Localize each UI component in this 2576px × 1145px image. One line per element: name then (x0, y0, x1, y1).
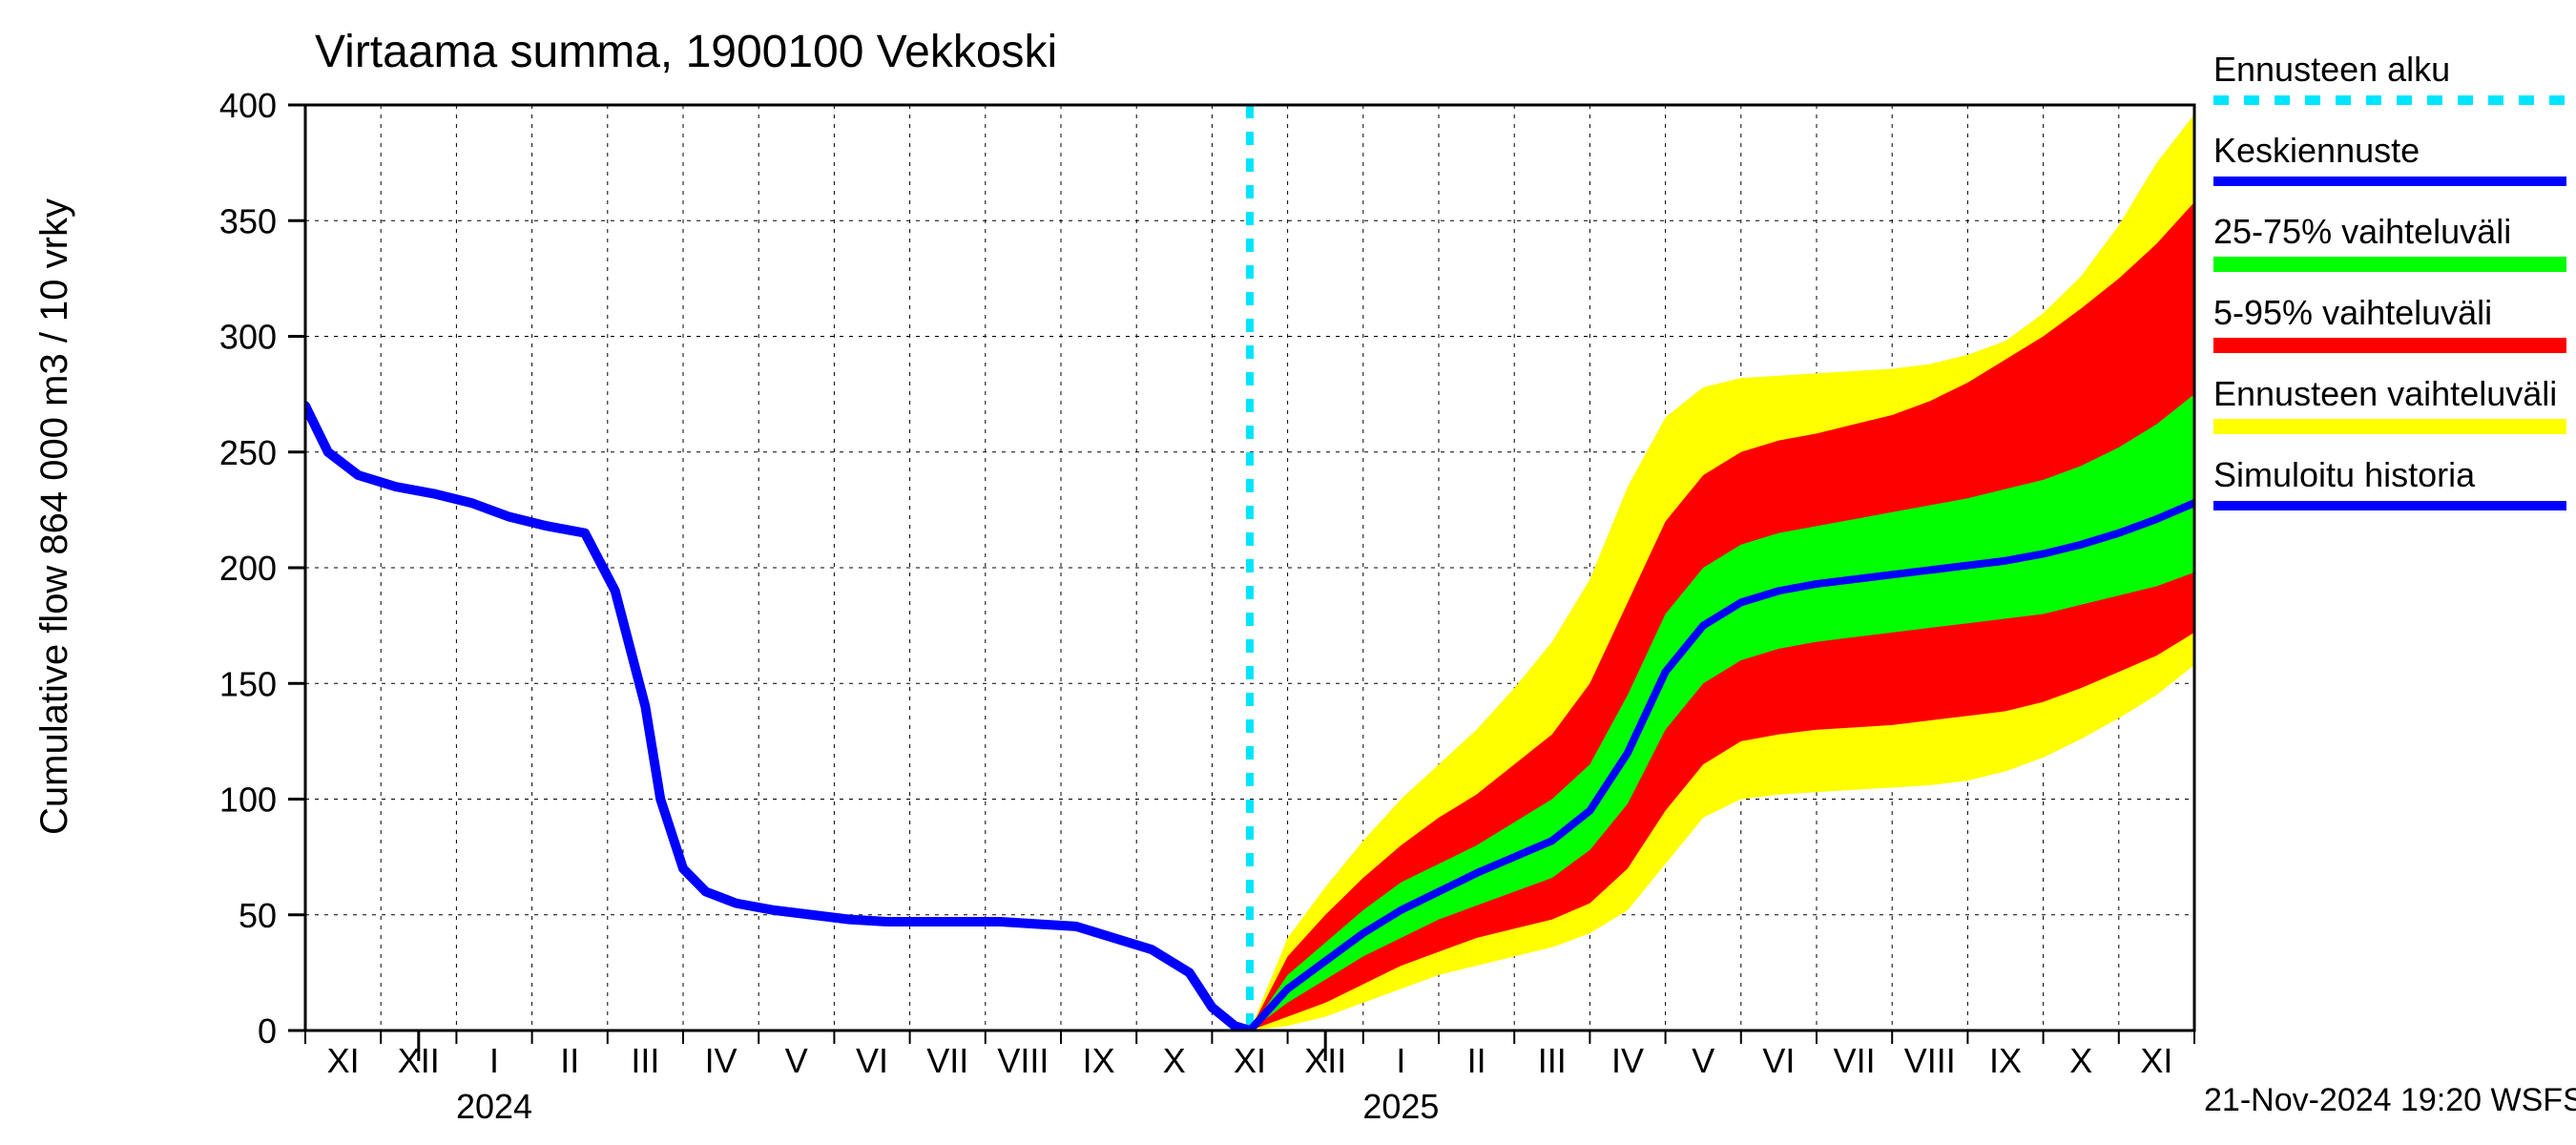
xtick-label: III (1538, 1041, 1567, 1080)
xtick-label: I (489, 1041, 499, 1080)
legend-label-p25_75: 25-75% vaihteluväli (2213, 212, 2511, 251)
xtick-label: IV (705, 1041, 737, 1080)
legend-label-p5_95: 5-95% vaihteluväli (2213, 293, 2492, 332)
xtick-label: IX (1989, 1041, 2022, 1080)
ytick-label: 300 (219, 318, 277, 357)
xtick-label: VIII (997, 1041, 1049, 1080)
ytick-label: 150 (219, 664, 277, 703)
xtick-label: I (1396, 1041, 1405, 1080)
xtick-label: III (631, 1041, 659, 1080)
xtick-label: XI (1234, 1041, 1266, 1080)
ytick-label: 100 (219, 781, 277, 820)
xtick-label: V (1692, 1041, 1714, 1080)
chart-svg: 050100150200250300350400XIXIIIIIIIIIVVVI… (0, 0, 2576, 1145)
legend-swatch-p5_95 (2213, 338, 2566, 353)
xtick-label: VIII (1904, 1041, 1956, 1080)
xtick-label: V (785, 1041, 808, 1080)
flow-forecast-chart: 050100150200250300350400XIXIIIIIIIIIVVVI… (0, 0, 2576, 1145)
xtick-label: IX (1083, 1041, 1115, 1080)
ytick-label: 50 (239, 896, 277, 935)
year-label: 2025 (1362, 1087, 1439, 1126)
xtick-label: VII (1834, 1041, 1876, 1080)
ytick-label: 200 (219, 549, 277, 588)
year-label: 2024 (456, 1087, 532, 1126)
xtick-label: X (2069, 1041, 2092, 1080)
legend-label-median: Keskiennuste (2213, 131, 2420, 170)
xtick-label: VII (926, 1041, 968, 1080)
chart-title: Virtaama summa, 1900100 Vekkoski (315, 27, 1057, 77)
ytick-label: 350 (219, 201, 277, 240)
xtick-label: IV (1611, 1041, 1644, 1080)
legend-label-forecast_start: Ennusteen alku (2213, 50, 2450, 89)
xtick-label: II (1467, 1041, 1486, 1080)
xtick-label: XI (327, 1041, 360, 1080)
xtick-label: VI (856, 1041, 888, 1080)
footer-timestamp: 21-Nov-2024 19:20 WSFS-O (2204, 1082, 2576, 1118)
xtick-label: X (1163, 1041, 1186, 1080)
xtick-label: II (560, 1041, 579, 1080)
ytick-label: 0 (258, 1011, 277, 1051)
ytick-label: 400 (219, 86, 277, 125)
y-axis-label: Cumulative flow 864 000 m3 / 10 vrky (33, 198, 75, 835)
legend-swatch-full_range (2213, 419, 2566, 434)
legend-label-full_range: Ennusteen vaihteluväli (2213, 374, 2557, 413)
legend-swatch-p25_75 (2213, 257, 2566, 272)
xtick-label: XI (2140, 1041, 2172, 1080)
legend-label-history: Simuloitu historia (2213, 455, 2476, 494)
xtick-label: VI (1762, 1041, 1795, 1080)
ytick-label: 250 (219, 433, 277, 472)
